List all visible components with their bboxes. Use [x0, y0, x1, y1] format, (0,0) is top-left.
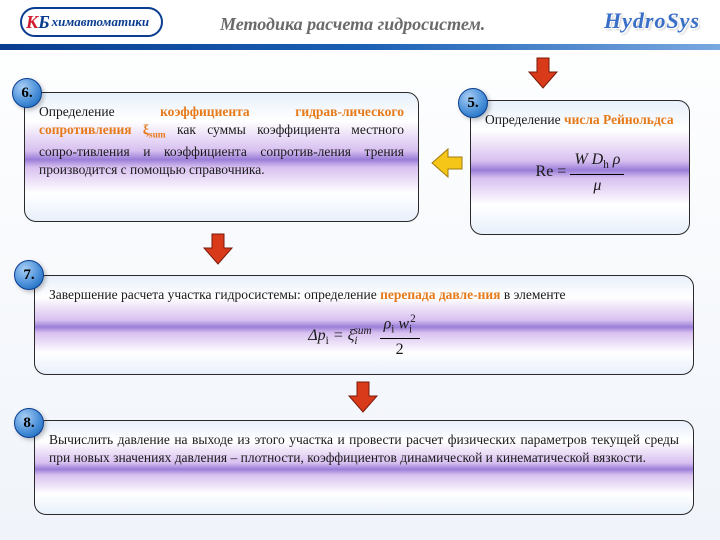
panel-7-highlight: перепада давле-ния: [380, 287, 500, 302]
header-bar: К Б химавтоматики Методика расчета гидро…: [0, 0, 720, 50]
panel-6-text-1: Определение: [39, 104, 160, 119]
f-num-sub2: i: [409, 324, 412, 336]
f-num-w: w: [394, 316, 409, 333]
formula-num-tail: ρ: [609, 151, 621, 168]
f-xi-sup: sum: [354, 325, 372, 337]
f-den: 2: [380, 339, 420, 361]
formula-num: W D: [574, 151, 603, 168]
arrow-down-into-5: [525, 56, 561, 92]
f-lhs-sub: i: [326, 335, 329, 347]
f-num-sup: 2: [410, 313, 416, 325]
arrow-down-6-to-7: [200, 232, 236, 268]
pressure-drop-formula: Δpi = ξisum ρi wi2 2: [49, 312, 679, 360]
arrow-down-7-to-8: [345, 380, 381, 416]
brand-name: HydroSys: [604, 8, 700, 34]
slide-title: Методика расчета гидросистем.: [220, 14, 485, 35]
panel-8: Вычислить давление на выходе из этого уч…: [34, 420, 694, 515]
step-bubble-7: 7.: [14, 260, 44, 290]
content-area: Определение числа Рейнольдса Re = W Dh ρ…: [0, 50, 720, 534]
formula-den: μ: [570, 175, 624, 197]
panel-5-text: Определение: [485, 112, 564, 127]
panel-7-text-2: в элементе: [500, 287, 565, 302]
step-bubble-5: 5.: [458, 88, 488, 118]
arrow-left-5-to-6: [428, 145, 464, 181]
logo: К Б химавтоматики: [20, 7, 163, 37]
panel-8-text: Вычислить давление на выходе из этого уч…: [49, 432, 679, 465]
panel-6-hl-sub: sum: [149, 131, 166, 141]
f-eq: = ξ: [333, 327, 355, 344]
f-lhs: Δp: [308, 327, 325, 344]
step-bubble-6: 6.: [12, 78, 42, 108]
logo-letter-b: Б: [38, 12, 49, 33]
logo-letter-k: К: [26, 12, 38, 33]
panel-6: Определение коэффициента гидрав-лическог…: [24, 92, 419, 222]
step-bubble-8: 8.: [14, 408, 44, 438]
reynolds-formula: Re = W Dh ρ μ: [485, 149, 675, 196]
logo-text: химавтоматики: [52, 14, 149, 30]
panel-5-highlight: числа Рейнольдса: [564, 112, 674, 127]
panel-7-text-1: Завершение расчета участка гидросистемы:…: [49, 287, 380, 302]
panel-5: Определение числа Рейнольдса Re = W Dh ρ…: [470, 100, 690, 235]
panel-7: Завершение расчета участка гидросистемы:…: [34, 275, 694, 375]
formula-lhs: Re =: [536, 163, 567, 180]
